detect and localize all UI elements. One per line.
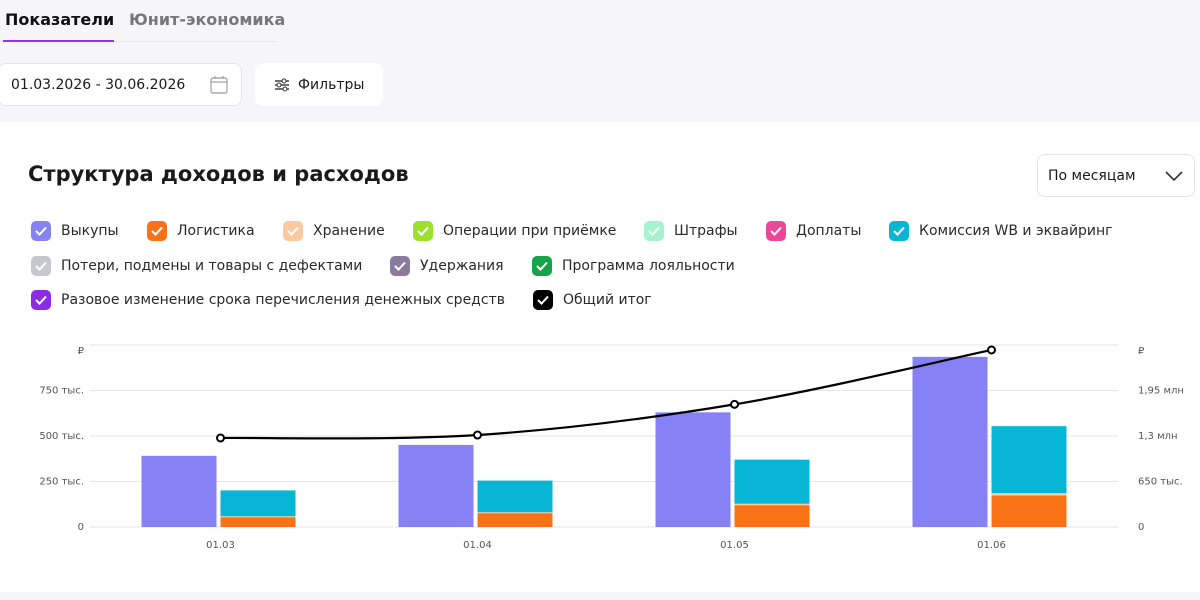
x-tick-label: 01.05 [720,540,749,551]
legend-item[interactable]: Хранение [283,221,385,241]
legend-checkbox[interactable] [533,290,553,310]
check-icon [648,226,660,236]
filters-icon [275,78,289,91]
y2-tick-label: 1,3 млн [1138,431,1178,442]
legend-label: Штрафы [674,223,738,239]
legend-label: Комиссия WB и эквайринг [919,223,1113,239]
legend-item[interactable]: Программа лояльности [532,256,735,276]
bar-segment [477,480,553,513]
legend-label: Хранение [313,223,385,239]
legend-checkbox[interactable] [31,221,51,241]
bar [398,444,474,527]
bar-segment [477,512,553,514]
legend-item[interactable]: Разовое изменение срока перечисления ден… [31,290,505,310]
line [220,348,992,440]
bar [912,356,988,527]
x-tick-label: 01.06 [977,540,1006,551]
legend-item[interactable]: Потери, подмены и товары с дефектами [31,256,362,276]
y-tick-label: 250 тыс. [39,477,84,488]
bar-segment [991,495,1067,527]
tab[interactable]: Показатели [5,10,115,29]
line-point [216,433,225,443]
y2-tick-label: 0 [1138,522,1144,533]
legend-item[interactable]: Комиссия WB и эквайринг [889,221,1113,241]
legend-label: Потери, подмены и товары с дефектами [61,258,363,274]
bar-segment [477,513,553,527]
y2-tick-label: 1,95 млн [1138,386,1184,397]
legend-item[interactable]: Операции при приёмке [413,221,616,241]
legend-checkbox[interactable] [31,290,51,310]
y-tick-label: 0 [78,522,84,533]
legend-label: Выкупы [61,223,119,239]
tab-divider [0,41,277,42]
legend-label: Программа лояльности [562,258,735,274]
y2-tick-label: 650 тыс. [1138,477,1183,488]
chevron [1165,171,1183,182]
legend-checkbox[interactable] [413,221,433,241]
legend-checkbox[interactable] [532,256,552,276]
y-tick-label: 500 тыс. [39,431,84,442]
check-icon [536,261,548,271]
period-select[interactable]: По месяцам [1037,154,1195,197]
tab-underline [3,40,114,42]
check-icon [287,226,299,236]
check-icon [151,226,163,236]
line-point [473,430,482,440]
x-tick-label: 01.04 [463,540,492,551]
bar-segment [991,493,1067,496]
check-icon [35,226,47,236]
check-icon [770,226,782,236]
bar-segment [220,490,296,517]
filters-button[interactable]: Фильтры [255,63,383,106]
legend-label: Общий итог [563,292,652,308]
legend-label: Доплаты [796,223,862,239]
date-range-text: 01.03.2026 - 30.06.2026 [11,76,186,93]
legend-checkbox[interactable] [889,221,909,241]
check-icon [35,295,47,305]
y2-unit: ₽ [1138,346,1145,357]
check-icon [394,261,406,271]
legend-checkbox[interactable] [644,221,664,241]
date-range-input[interactable]: 01.03.2026 - 30.06.2026 [0,63,242,106]
bar-segment [220,517,296,527]
legend-checkbox[interactable] [283,221,303,241]
bar-segment [734,505,810,527]
check-icon [35,261,47,271]
bar-segment [734,503,810,506]
legend-checkbox[interactable] [390,256,410,276]
period-select-text: По месяцам [1048,167,1136,184]
legend-item[interactable]: Доплаты [766,221,861,241]
check-icon [893,226,905,236]
legend-checkbox[interactable] [147,221,167,241]
line-point [730,399,739,409]
bar [141,455,217,527]
check-icon [537,295,549,305]
legend-label: Разовое изменение срока перечисления ден… [61,292,505,308]
bar-segment [734,459,810,504]
bar-segment [991,426,1067,494]
check-icon [417,226,429,236]
legend-item[interactable]: Общий итог [533,290,652,310]
legend-label: Логистика [177,223,255,239]
legend-item[interactable]: Логистика [147,221,255,241]
legend-checkbox[interactable] [766,221,786,241]
filters-label: Фильтры [298,76,365,93]
legend-label: Удержания [420,258,504,274]
x-tick-label: 01.03 [206,540,235,551]
bar [655,412,731,527]
y-tick-label: 750 тыс. [39,386,84,397]
y-unit: ₽ [78,346,85,357]
legend-label: Операции при приёмке [443,223,617,239]
legend-item[interactable]: Штрафы [644,221,738,241]
legend-item[interactable]: Выкупы [31,221,119,241]
legend-item[interactable]: Удержания [390,256,504,276]
calendar-icon [210,76,228,94]
bar-segment [220,516,296,518]
legend-checkbox[interactable] [31,256,51,276]
tab[interactable]: Юнит-экономика [129,10,286,29]
line-point [987,345,996,355]
chart-title: Структура доходов и расходов [28,162,409,186]
